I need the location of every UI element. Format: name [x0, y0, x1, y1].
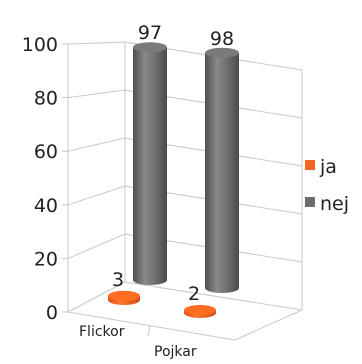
y-tick-label: 60	[34, 141, 58, 163]
data-label-nej: 98	[210, 28, 234, 50]
legend-swatch-nej	[305, 197, 315, 207]
bars	[108, 42, 239, 318]
y-tick-label: 100	[22, 34, 58, 56]
gridline-left	[67, 185, 126, 206]
x-tick-mark	[147, 325, 151, 337]
bar-nej-flickor	[133, 42, 167, 286]
gridline-left	[67, 89, 126, 99]
bar-ja-flickor	[108, 290, 140, 305]
data-label-ja: 2	[188, 283, 200, 305]
legend-swatch-ja	[305, 160, 315, 170]
y-tick-label: 40	[34, 195, 58, 217]
legend-label-nej: nej	[320, 193, 349, 215]
y-tick-label: 0	[46, 302, 58, 324]
gridline-left	[67, 137, 126, 152]
grid	[67, 41, 303, 313]
bar-nej-pojkar	[205, 47, 239, 293]
x-category-label: Flickor	[79, 324, 125, 340]
bar-ja-pojkar	[184, 305, 216, 318]
legend-label-ja: ja	[319, 156, 337, 178]
floor-front-edge	[67, 311, 236, 341]
gridline-left	[67, 281, 126, 313]
legend: ja nej	[305, 156, 349, 215]
data-label-ja: 3	[112, 269, 124, 291]
axes: 0 20 40 60 80 100 Flickor Pojkar	[22, 34, 303, 360]
y-tick-label: 20	[34, 248, 58, 270]
y-tick-label: 80	[34, 88, 58, 110]
floor-right-edge	[234, 309, 303, 341]
data-label-nej: 97	[138, 22, 162, 44]
data-labels: 97 98 3 2	[112, 22, 234, 305]
gridline-left	[67, 233, 126, 259]
gridline-back	[124, 281, 303, 311]
gridline-left	[67, 41, 126, 45]
x-category-label: Pojkar	[154, 344, 197, 360]
